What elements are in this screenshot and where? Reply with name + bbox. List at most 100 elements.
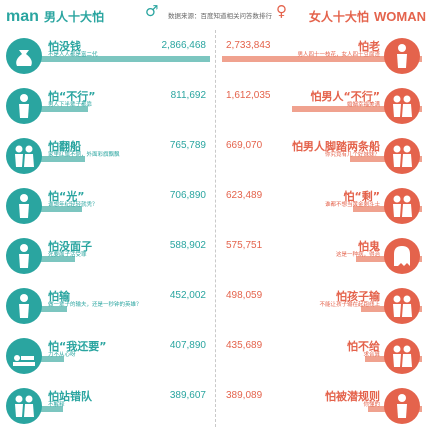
female-icon-circle <box>384 138 420 174</box>
ghost-icon <box>394 246 410 266</box>
female-subtitle: 谁都不想当黄金剩斗士 <box>324 202 380 208</box>
man-icon <box>19 244 29 268</box>
male-symbol-icon: ♂ <box>145 2 159 20</box>
female-category-label: 怕不给 <box>347 340 380 353</box>
chart-row: 怕“光” 谁想年纪轻轻就秃？ 706,890 怕“剩” 谁都不想当黄金剩斗士 623,48… <box>0 180 432 230</box>
female-subtitle: 男人四十一枝花，女人四十豆腐渣 <box>297 52 380 58</box>
couple-icon <box>15 145 34 167</box>
female-icon-circle <box>384 338 420 374</box>
male-icon-circle <box>6 388 42 424</box>
male-category-label: 怕站错队 <box>48 390 92 403</box>
female-value-label: 669,070 <box>226 140 263 151</box>
chart-row: 怕“不行” 男人下半辈子都靠 811,692 怕男人“不行” 婚姻幸福美满 1,612,0… <box>0 80 432 130</box>
chart-row: 怕没面子 死要面子活受罪 588,902 怕鬼 这是一种病，得治 575,751 <box>0 230 432 280</box>
couple-icon <box>393 95 412 117</box>
chart-row: 怕“我还要” 力不从心呀 407,890 怕不给 求合算 435,689 <box>0 330 432 380</box>
bald-man-icon <box>19 194 29 218</box>
male-subtitle: 力不从心呀 <box>48 352 76 358</box>
female-value-label: 435,689 <box>226 340 263 351</box>
female-category-label: 怕孩子输 <box>336 290 380 303</box>
male-subtitle: 谁想年纪轻轻就秃？ <box>48 202 98 208</box>
female-subtitle: 你懂的 <box>363 402 380 408</box>
female-category-label: 怕被潜规则 <box>325 390 380 403</box>
female-value-label: 498,059 <box>226 290 263 301</box>
female-subtitle: 婚姻幸福美满 <box>346 102 380 108</box>
woman-word: WOMAN <box>374 9 426 24</box>
woman-child-icon <box>393 295 412 317</box>
woman-man-icon <box>393 345 412 367</box>
male-category-label: 怕没钱 <box>48 40 81 53</box>
male-subtitle: 家里红旗不倒，外面彩旗飘飘 <box>48 152 120 158</box>
female-icon-circle <box>384 238 420 274</box>
male-icon-circle <box>6 138 42 174</box>
chart-row: 怕输 做一辈子的输夫，还是一秒钟的英雄？ 452,002 怕孩子输 不能让孩子输在起跑线… <box>0 280 432 330</box>
male-category-label: 怕“光” <box>48 190 85 203</box>
male-title: 男人十大怕 <box>44 10 105 24</box>
male-value-label: 2,866,468 <box>161 40 207 51</box>
boss-woman-icon <box>397 394 407 418</box>
trophy-man-icon <box>19 294 29 318</box>
female-icon-circle <box>384 288 420 324</box>
data-source: 数据来源：百度知道相关问答数排行 <box>168 12 272 20</box>
female-subtitle: 你究竟有几个好妹妹？ <box>324 152 380 158</box>
male-value-label: 588,902 <box>169 240 206 251</box>
male-value-label: 811,692 <box>170 90 206 101</box>
male-subtitle: 不是人人都是富二代 <box>48 52 98 58</box>
male-bar <box>10 206 82 212</box>
female-subtitle: 这是一种病，得治 <box>335 252 380 258</box>
female-category-label: 怕老 <box>358 40 380 53</box>
male-value-label: 452,002 <box>169 290 206 301</box>
female-category-label: 怕男人“不行” <box>310 90 380 103</box>
female-value-label: 1,612,035 <box>226 90 271 101</box>
male-value-label: 389,607 <box>169 390 206 401</box>
female-icon-circle <box>384 388 420 424</box>
male-heading: man 男人十大怕 <box>6 6 104 26</box>
chart-row: 怕翻船 家里红旗不倒，外面彩旗飘飘 765,789 怕男人脚踏两条船 你究竟有几个好妹妹… <box>0 130 432 180</box>
female-value-label: 623,489 <box>226 190 263 201</box>
female-icon-circle <box>384 88 420 124</box>
female-category-label: 怕鬼 <box>358 240 380 253</box>
chart-row: 怕没钱 不是人人都是富二代 2,866,468 怕老 男人四十一枝花，女人四十豆腐渣 2,… <box>0 30 432 80</box>
female-subtitle: 求合算 <box>363 352 380 358</box>
female-category-label: 怕男人脚踏两条船 <box>292 140 380 153</box>
male-icon-circle <box>6 38 42 74</box>
male-category-label: 怕“不行” <box>48 90 96 103</box>
female-value-label: 575,751 <box>226 240 263 251</box>
male-subtitle: 死要面子活受罪 <box>48 252 87 258</box>
female-bar <box>222 56 422 62</box>
chart-row: 怕站错队 不解释 389,607 怕被潜规则 你懂的 389,089 <box>0 380 432 430</box>
love-triangle-icon <box>393 145 412 167</box>
female-icon-circle <box>384 38 420 74</box>
man-word: man <box>6 8 39 25</box>
male-icon-circle <box>6 88 42 124</box>
female-heading: 女人十大怕 WOMAN <box>309 6 426 25</box>
female-category-label: 怕“剩” <box>343 190 380 203</box>
male-category-label: 怕“我还要” <box>48 340 107 353</box>
male-category-label: 怕翻船 <box>48 140 81 153</box>
old-woman-icon <box>397 44 407 68</box>
male-category-label: 怕没面子 <box>48 240 92 253</box>
male-icon-circle <box>6 238 42 274</box>
male-bar <box>10 256 75 262</box>
female-value-label: 389,089 <box>226 390 263 401</box>
female-symbol-icon: ♀ <box>276 2 287 20</box>
female-bar <box>291 106 422 112</box>
single-women-icon <box>393 195 412 217</box>
male-bar <box>10 56 210 62</box>
male-icon-circle <box>6 338 42 374</box>
male-bar <box>10 106 89 112</box>
male-value-label: 706,890 <box>169 190 206 201</box>
female-subtitle: 不能让孩子输在起跑线上 <box>319 302 380 308</box>
female-icon-circle <box>384 188 420 224</box>
center-divider <box>215 30 217 427</box>
female-value-label: 2,733,843 <box>226 40 271 51</box>
male-category-label: 怕输 <box>48 290 70 303</box>
male-value-label: 765,789 <box>169 140 206 151</box>
male-value-label: 407,890 <box>169 340 206 351</box>
female-title: 女人十大怕 <box>308 10 369 24</box>
male-bar <box>10 156 86 162</box>
man-icon <box>19 94 29 118</box>
male-icon-circle <box>6 288 42 324</box>
bed-icon <box>13 355 35 366</box>
male-icon-circle <box>6 188 42 224</box>
